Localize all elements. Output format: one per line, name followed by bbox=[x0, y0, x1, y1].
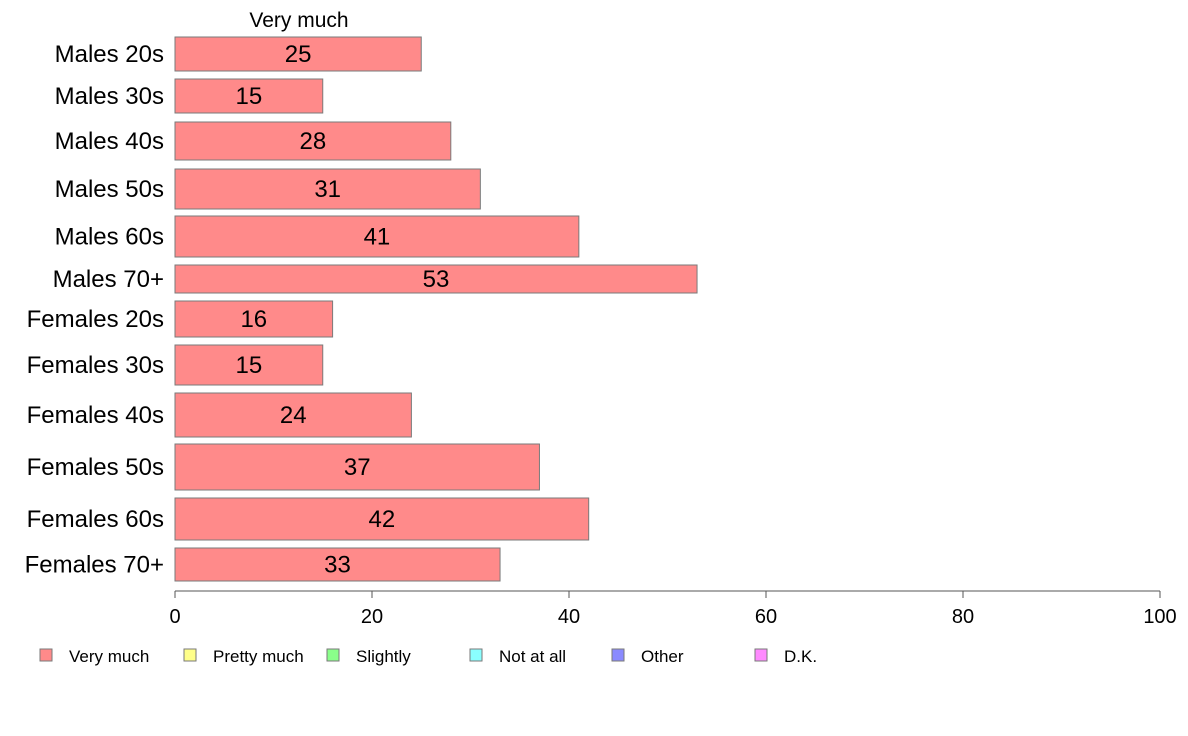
bar-value-label: 25 bbox=[285, 41, 312, 68]
legend-label: Other bbox=[641, 647, 684, 666]
bar bbox=[174, 78, 324, 114]
bar-value-label: 15 bbox=[236, 83, 263, 110]
series-header-label: Very much bbox=[249, 9, 348, 32]
category-label: Females 40s bbox=[27, 402, 164, 429]
legend-label: Pretty much bbox=[213, 647, 304, 666]
legend-label: Not at all bbox=[499, 647, 566, 666]
bar bbox=[174, 36, 422, 72]
bar-value-label: 53 bbox=[423, 266, 450, 293]
legend-label: Slightly bbox=[356, 647, 411, 666]
category-label: Females 20s bbox=[27, 306, 164, 333]
bar-value-label: 42 bbox=[368, 506, 395, 533]
legend-label: Very much bbox=[69, 647, 149, 666]
x-tick-label: 60 bbox=[755, 606, 777, 628]
category-label: Males 70+ bbox=[53, 266, 164, 293]
x-axis: 0 20 40 60 80 100 bbox=[169, 590, 1177, 628]
bar bbox=[174, 497, 590, 541]
bar-value-label: 41 bbox=[364, 224, 391, 251]
category-label: Males 40s bbox=[55, 128, 164, 155]
legend: Very much Pretty much Slightly Not at all Ot… bbox=[39, 647, 817, 666]
x-tick-label: 0 bbox=[169, 606, 180, 628]
bar-value-label: 16 bbox=[240, 306, 267, 333]
legend-swatch bbox=[39, 648, 53, 662]
bar bbox=[174, 547, 501, 582]
category-label: Males 30s bbox=[55, 83, 164, 110]
category-label: Females 60s bbox=[27, 506, 164, 533]
category-label: Males 60s bbox=[55, 224, 164, 251]
legend-label: D.K. bbox=[784, 647, 817, 666]
bar bbox=[174, 443, 540, 491]
bar bbox=[174, 264, 698, 294]
x-tick-label: 40 bbox=[558, 606, 580, 628]
bar-value-label: 37 bbox=[344, 454, 371, 481]
bar bbox=[174, 168, 481, 210]
bar bbox=[174, 392, 412, 438]
bar bbox=[174, 121, 452, 161]
x-tick-label: 100 bbox=[1143, 606, 1176, 628]
legend-swatch bbox=[183, 648, 197, 662]
bar bbox=[174, 215, 580, 258]
legend-swatch bbox=[611, 648, 625, 662]
x-tick-label: 20 bbox=[361, 606, 383, 628]
bar bbox=[174, 344, 324, 386]
legend-swatch bbox=[754, 648, 768, 662]
category-label: Males 50s bbox=[55, 176, 164, 203]
bar-value-label: 33 bbox=[324, 552, 351, 579]
category-label: Females 50s bbox=[27, 454, 164, 481]
legend-swatch bbox=[469, 648, 483, 662]
bar-value-label: 28 bbox=[300, 128, 327, 155]
bar-value-label: 15 bbox=[236, 352, 263, 379]
bars-group: Males 20s 25 Males 30s 15 Males 40s 28 Males 5… bbox=[25, 36, 698, 582]
bar bbox=[174, 300, 334, 338]
bar-value-label: 24 bbox=[280, 402, 307, 429]
legend-swatch bbox=[326, 648, 340, 662]
category-label: Males 20s bbox=[55, 41, 164, 68]
bar-value-label: 31 bbox=[314, 176, 341, 203]
category-label: Females 30s bbox=[27, 352, 164, 379]
x-tick-label: 80 bbox=[952, 606, 974, 628]
category-label: Females 70+ bbox=[25, 552, 164, 579]
